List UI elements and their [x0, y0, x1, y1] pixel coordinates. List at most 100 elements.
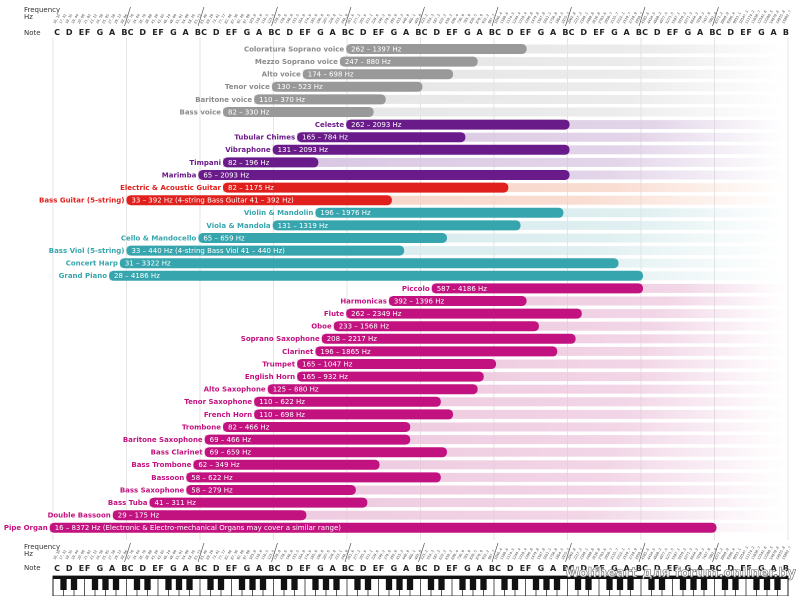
- range-fade: [297, 132, 785, 142]
- frequency-tick-label: 1046.4: [493, 548, 503, 561]
- note-tick-label: F: [452, 564, 457, 573]
- frequency-tick-label: 277.2: [353, 549, 362, 560]
- instrument-label: Marimba: [162, 171, 197, 179]
- frequency-tick-label: 87.30: [230, 13, 239, 24]
- frequency-tick-label: 8869.0: [720, 548, 730, 561]
- note-tick-label: C: [716, 564, 722, 573]
- range-bar: [126, 195, 392, 206]
- frequency-tick-label: 392.0: [389, 549, 398, 560]
- note-tick-label: D: [727, 564, 734, 573]
- note-tick-label: F: [599, 28, 604, 37]
- watermark: Wolfheart для forum.onliner.by: [565, 566, 797, 581]
- frequency-tick-label: 329.6: [371, 13, 380, 24]
- frequency-tick-label: 1759.8: [549, 12, 559, 25]
- note-tick-label: B: [709, 28, 715, 37]
- range-bar: [198, 170, 570, 180]
- note-tick-label: G: [685, 564, 692, 573]
- black-key: [91, 576, 99, 590]
- note-tick-label: E: [446, 564, 451, 573]
- frequency-tick-label: 77.77: [218, 549, 227, 560]
- note-tick-label: D: [66, 564, 73, 573]
- instrument-row: 174 – 698 Hz Alto voice: [262, 69, 785, 80]
- frequency-tick-label: 1174.5: [506, 12, 516, 25]
- instrument-row: 196 – 1865 Hz Clarinet: [282, 346, 785, 357]
- frequency-tick-label: 174.6: [304, 13, 313, 24]
- bottom-frequency-label: Frequency: [24, 543, 60, 551]
- frequency-tick-label: 12542.6: [757, 10, 768, 25]
- frequency-tick-label: 370.0: [383, 13, 392, 24]
- range-bar: [204, 434, 411, 445]
- frequency-tick-label: 554.3: [426, 549, 435, 560]
- frequency-tick-label: 32.70: [126, 549, 135, 560]
- instrument-row: 130 – 523 Hz Tenor voice: [225, 81, 785, 92]
- instrument-row: 165 – 932 Hz English Horn: [245, 371, 785, 382]
- range-label: 58 – 622 Hz: [191, 474, 233, 482]
- note-tick-label: A: [624, 564, 631, 573]
- note-tick-label: E: [79, 28, 84, 37]
- range-label: 233 – 1568 Hz: [339, 323, 390, 331]
- black-key: [133, 576, 141, 590]
- note-tick-label: E: [226, 28, 231, 37]
- note-tick-label: F: [673, 28, 678, 37]
- frequency-tick-label: 92.49: [236, 13, 245, 24]
- frequency-tick-label: 8371.2: [714, 548, 724, 561]
- range-label: 165 – 1047 Hz: [302, 360, 353, 368]
- black-key: [606, 576, 613, 590]
- frequency-tick-label: 27.50: [108, 13, 117, 24]
- instrument-label: Bass Tuba: [108, 499, 148, 507]
- black-key: [60, 576, 67, 590]
- frequency-tick-label: 196.0: [316, 13, 325, 24]
- note-tick-label: C: [275, 28, 281, 37]
- frequency-tick-label: 2793.6: [598, 548, 608, 561]
- frequency-tick-label: 30.86: [120, 549, 129, 560]
- instrument-label: Flute: [324, 310, 345, 318]
- range-label: 28 – 4186 Hz: [114, 272, 160, 280]
- note-tick-label: A: [256, 564, 263, 573]
- note-tick-label: G: [758, 28, 765, 37]
- frequency-tick-label: 51.91: [175, 549, 184, 560]
- range-fade: [204, 447, 785, 457]
- frequency-tick-label: 220.0: [328, 549, 337, 560]
- frequency-tick-label: 1567.8: [536, 12, 546, 25]
- instrument-label: Bass Clarinet: [151, 449, 204, 457]
- frequency-tick-label: 587.3: [432, 13, 441, 24]
- note-tick-label: A: [256, 28, 263, 37]
- note-tick-label: F: [158, 28, 163, 37]
- range-fade: [333, 321, 785, 331]
- instrument-row: 233 – 1568 Hz Oboe: [311, 321, 785, 332]
- frequency-tick-label: 329.6: [371, 549, 380, 560]
- frequency-tick-label: 1975.3: [561, 548, 571, 561]
- note-tick-label: G: [611, 564, 618, 573]
- instrument-label: Viola & Mandola: [206, 222, 270, 230]
- frequency-tick-label: 1864.5: [555, 12, 565, 25]
- note-tick-label: A: [330, 28, 337, 37]
- range-fade: [149, 498, 786, 508]
- range-bar: [222, 182, 509, 193]
- instrument-row: 31 – 3322 Hz Concert Harp: [66, 258, 785, 269]
- frequency-tick-label: 3519.7: [622, 12, 632, 25]
- range-bar: [49, 522, 717, 533]
- note-tick-label: F: [526, 28, 531, 37]
- frequency-tick-label: 5919.3: [677, 548, 687, 561]
- note-tick-label: A: [109, 28, 116, 37]
- frequency-tick-label: 18.35: [65, 549, 74, 560]
- frequency-tick-label: 3135.7: [610, 548, 620, 561]
- note-tick-label: E: [79, 564, 84, 573]
- range-bar: [267, 384, 478, 395]
- frequency-tick-label: 5273.5: [665, 12, 675, 25]
- note-tick-label: B: [342, 564, 348, 573]
- instrument-row: 58 – 622 Hz Bassoon: [151, 472, 785, 483]
- frequency-tick-label: 311.1: [365, 549, 374, 560]
- note-tick-label: G: [170, 28, 177, 37]
- frequency-tick-label: 7039.3: [696, 12, 706, 25]
- note-tick-label: D: [654, 564, 661, 573]
- frequency-tick-label: 3519.7: [622, 548, 632, 561]
- top-hz-label: Hz: [24, 13, 33, 21]
- note-tick-label: F: [673, 564, 678, 573]
- black-key: [690, 576, 697, 590]
- range-bar: [112, 510, 307, 521]
- black-key: [238, 576, 246, 590]
- instrument-row: 125 – 880 Hz Alto Saxophone: [204, 384, 786, 395]
- black-key: [322, 576, 330, 590]
